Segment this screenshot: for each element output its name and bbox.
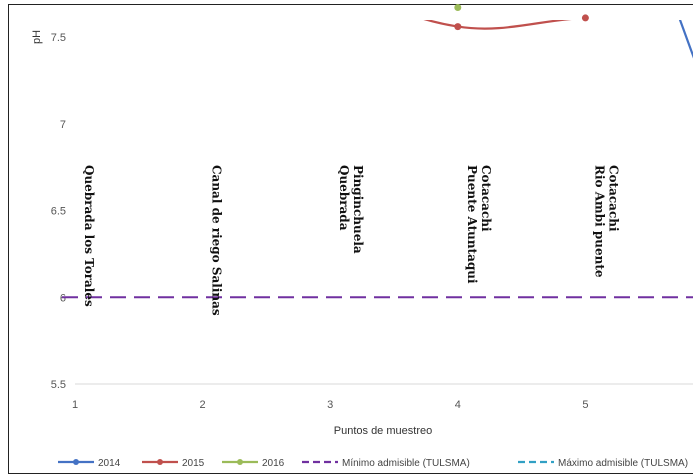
site-label: Quebrada los Torales bbox=[82, 165, 96, 307]
site-label: Canal de riego Salinas bbox=[210, 165, 224, 316]
legend-label: 2015 bbox=[182, 458, 205, 468]
y-axis-title: pH bbox=[31, 30, 43, 44]
site-label: Pinginchuela bbox=[351, 165, 365, 254]
data-point-2015 bbox=[454, 23, 462, 31]
legend-marker bbox=[157, 459, 163, 465]
x-tick-label: 1 bbox=[72, 399, 78, 411]
x-tick-label: 4 bbox=[455, 399, 461, 411]
series-line-2014 bbox=[678, 20, 693, 59]
x-tick-label: 5 bbox=[582, 399, 588, 411]
data-point-2016 bbox=[454, 4, 462, 12]
y-tick-label: 5.5 bbox=[51, 379, 66, 391]
y-tick-label: 6.5 bbox=[51, 206, 66, 218]
site-label: Quebrada bbox=[337, 165, 351, 231]
legend-marker bbox=[237, 459, 243, 465]
legend-marker bbox=[73, 459, 79, 465]
site-label: Rio Ambi puente bbox=[592, 165, 606, 278]
x-tick-label: 2 bbox=[200, 399, 206, 411]
data-point-2015 bbox=[581, 14, 589, 22]
x-axis-title: Puntos de muestreo bbox=[334, 425, 432, 437]
x-tick-label: 3 bbox=[327, 399, 333, 411]
legend-label: Máximo admisible (TULSMA) bbox=[558, 458, 688, 468]
legend-label: 2016 bbox=[262, 458, 285, 468]
y-tick-label: 7.5 bbox=[51, 32, 66, 44]
legend-label: 2014 bbox=[98, 458, 121, 468]
legend-label: Mínimo admisible (TULSMA) bbox=[342, 458, 470, 468]
series-line-2016 bbox=[75, 0, 693, 11]
site-label: Cotacachi bbox=[479, 165, 493, 232]
site-label: Puente Atuntaqui bbox=[465, 165, 479, 284]
y-tick-label: 7 bbox=[60, 119, 66, 131]
series-line-2015 bbox=[423, 20, 572, 30]
site-label: Cotacachi bbox=[606, 165, 620, 232]
